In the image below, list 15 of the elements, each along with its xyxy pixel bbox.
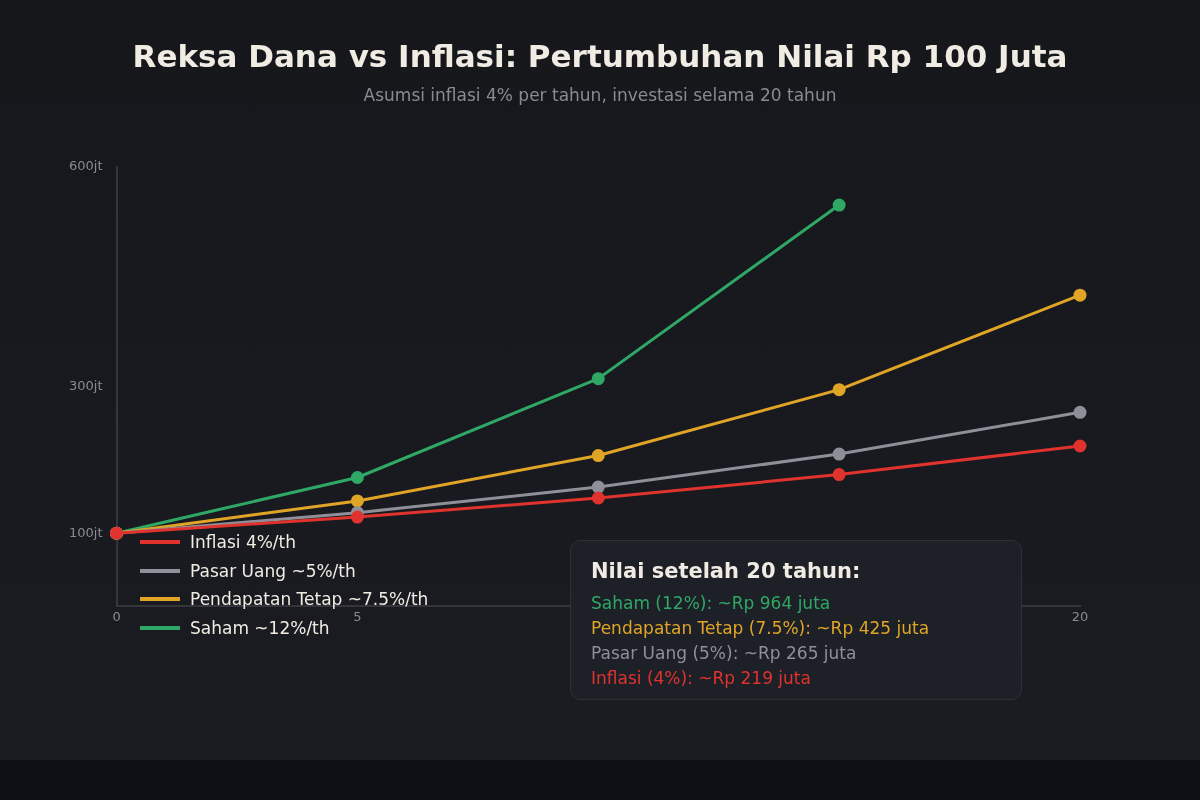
x-tick-label: 5 — [353, 608, 362, 624]
legend-label: Saham ~12%/th — [190, 617, 330, 638]
y-tick-label: 100jt — [68, 524, 103, 540]
y-tick-label: 300jt — [68, 378, 103, 394]
annotation: Nilai setelah 20 tahun: — [591, 559, 862, 583]
x-tick-label: 20 — [1071, 608, 1089, 624]
legend-label: Inflasi 4%/th — [190, 532, 297, 553]
annotation: Saham (12%): ~Rp 964 juta — [591, 592, 832, 615]
legend-label: Pendapatan Tetap ~7.5%/th — [190, 589, 429, 610]
note-panel: Nilai setelah 20 tahun: Saham (12%): ~Rp 964 juta Pendapatan Tetap (7.5%): ~Rp 425 juta Pasar Uang (5%): ~Rp 265 juta Inflasi (4%): ~Rp 219 juta — [570, 540, 1022, 700]
x-tick-label: 0 — [112, 608, 121, 624]
chart-subtitle: Asumsi inflasi 4% per tahun, investasi selama 20 tahun — [362, 85, 838, 105]
y-tick-label: 600jt — [68, 158, 103, 174]
chart-title: Reksa Dana vs Inflasi: Pertumbuhan Nilai Rp 100 Juta — [131, 38, 1069, 74]
legend-label: Pasar Uang ~5%/th — [190, 560, 356, 581]
